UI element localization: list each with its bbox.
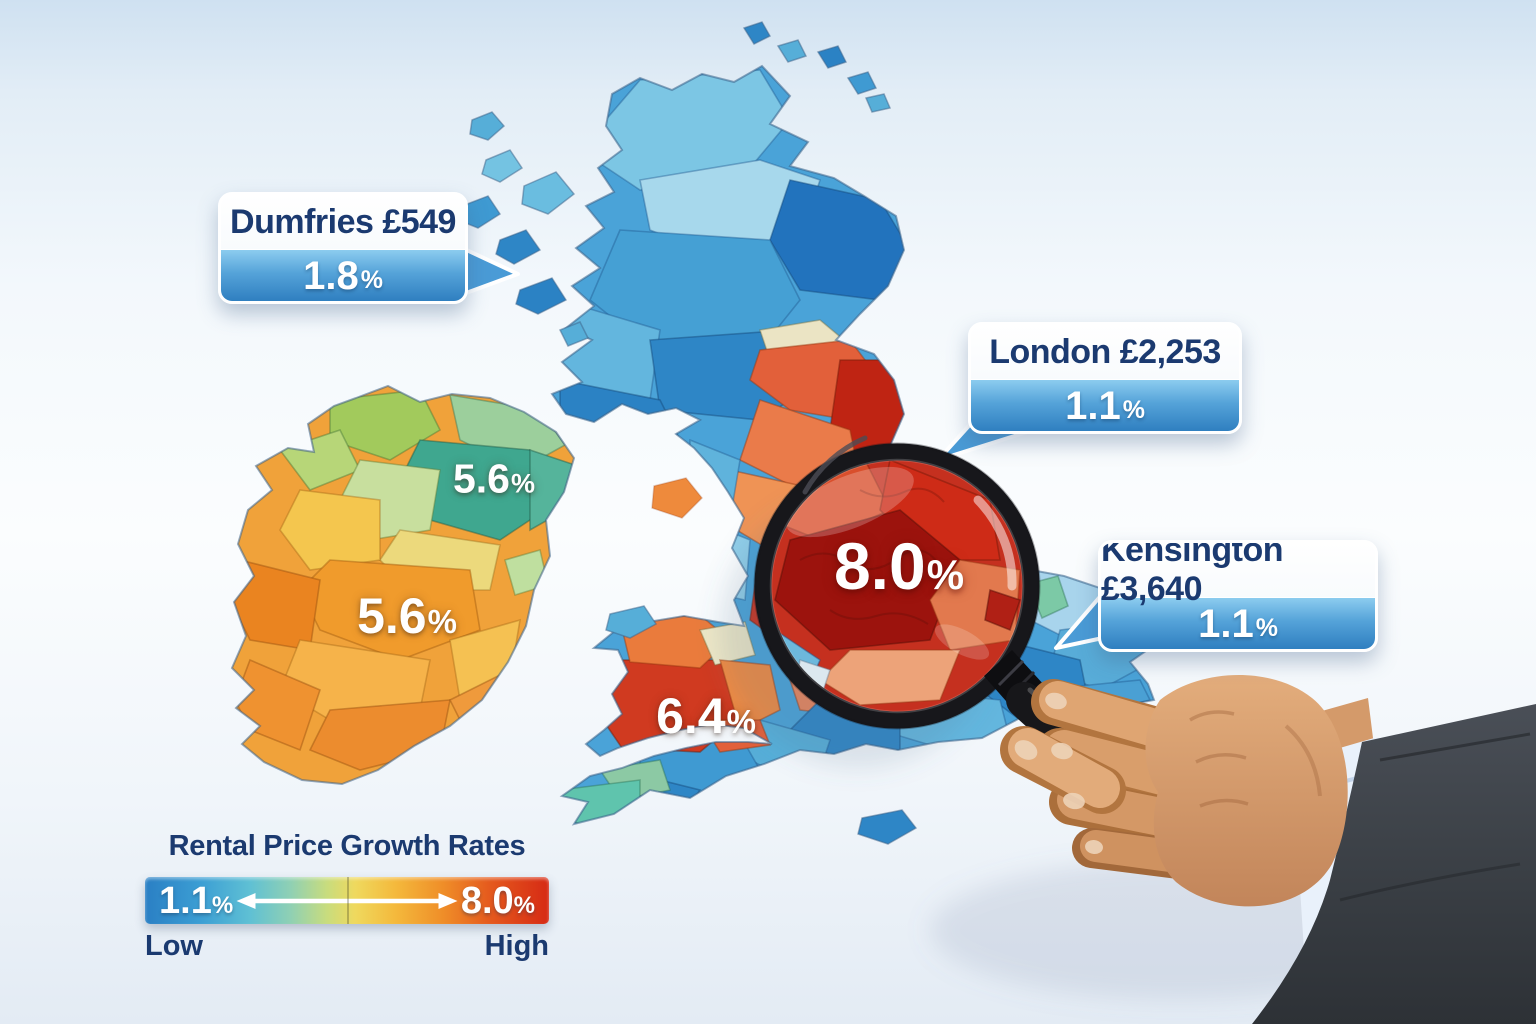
legend-min-value: 1.1% <box>159 879 234 922</box>
legend-gradient-bar: 1.1% 8.0% <box>145 877 549 924</box>
legend-max-value: 8.0% <box>460 879 535 922</box>
callout-kensington: Kensington £3,640 1.1% <box>1098 540 1378 652</box>
callout-london: London £2,253 1.1% <box>968 322 1242 434</box>
label-wales-rate: 6.4% <box>656 688 756 744</box>
callout-kensington-rate: 1.1% <box>1101 597 1375 649</box>
legend-high-label: High <box>484 930 549 962</box>
callout-london-rate: 1.1% <box>971 379 1239 431</box>
callout-dumfries-rate: 1.8% <box>221 249 465 301</box>
fingernails <box>1014 692 1103 855</box>
legend-double-arrow-icon <box>236 892 458 909</box>
magnifier-lens <box>753 435 1041 730</box>
label-ireland-rate: 5.6% <box>357 588 457 644</box>
callout-dumfries: Dumfries £549 1.8% <box>218 192 468 304</box>
callout-kensington-label: Kensington £3,640 <box>1101 540 1283 608</box>
legend-low-label: Low <box>145 930 203 962</box>
callout-dumfries-label: Dumfries £549 <box>230 202 456 241</box>
legend-title: Rental Price Growth Rates <box>168 830 526 862</box>
label-magnified-rate: 8.0% <box>833 529 965 603</box>
suit-sleeve <box>1252 704 1536 1024</box>
callout-london-label: London £2,253 <box>989 332 1221 371</box>
magnifier-rim <box>754 443 1040 729</box>
label-northern-ireland-rate: 5.6% <box>452 455 536 502</box>
islands <box>457 21 918 845</box>
hand-holding-magnifier <box>1000 674 1536 1024</box>
legend: Rental Price Growth Rates 1.1% 8.0% Low … <box>145 830 549 963</box>
ireland-region <box>231 385 575 785</box>
legend-midpoint-divider <box>347 877 349 924</box>
